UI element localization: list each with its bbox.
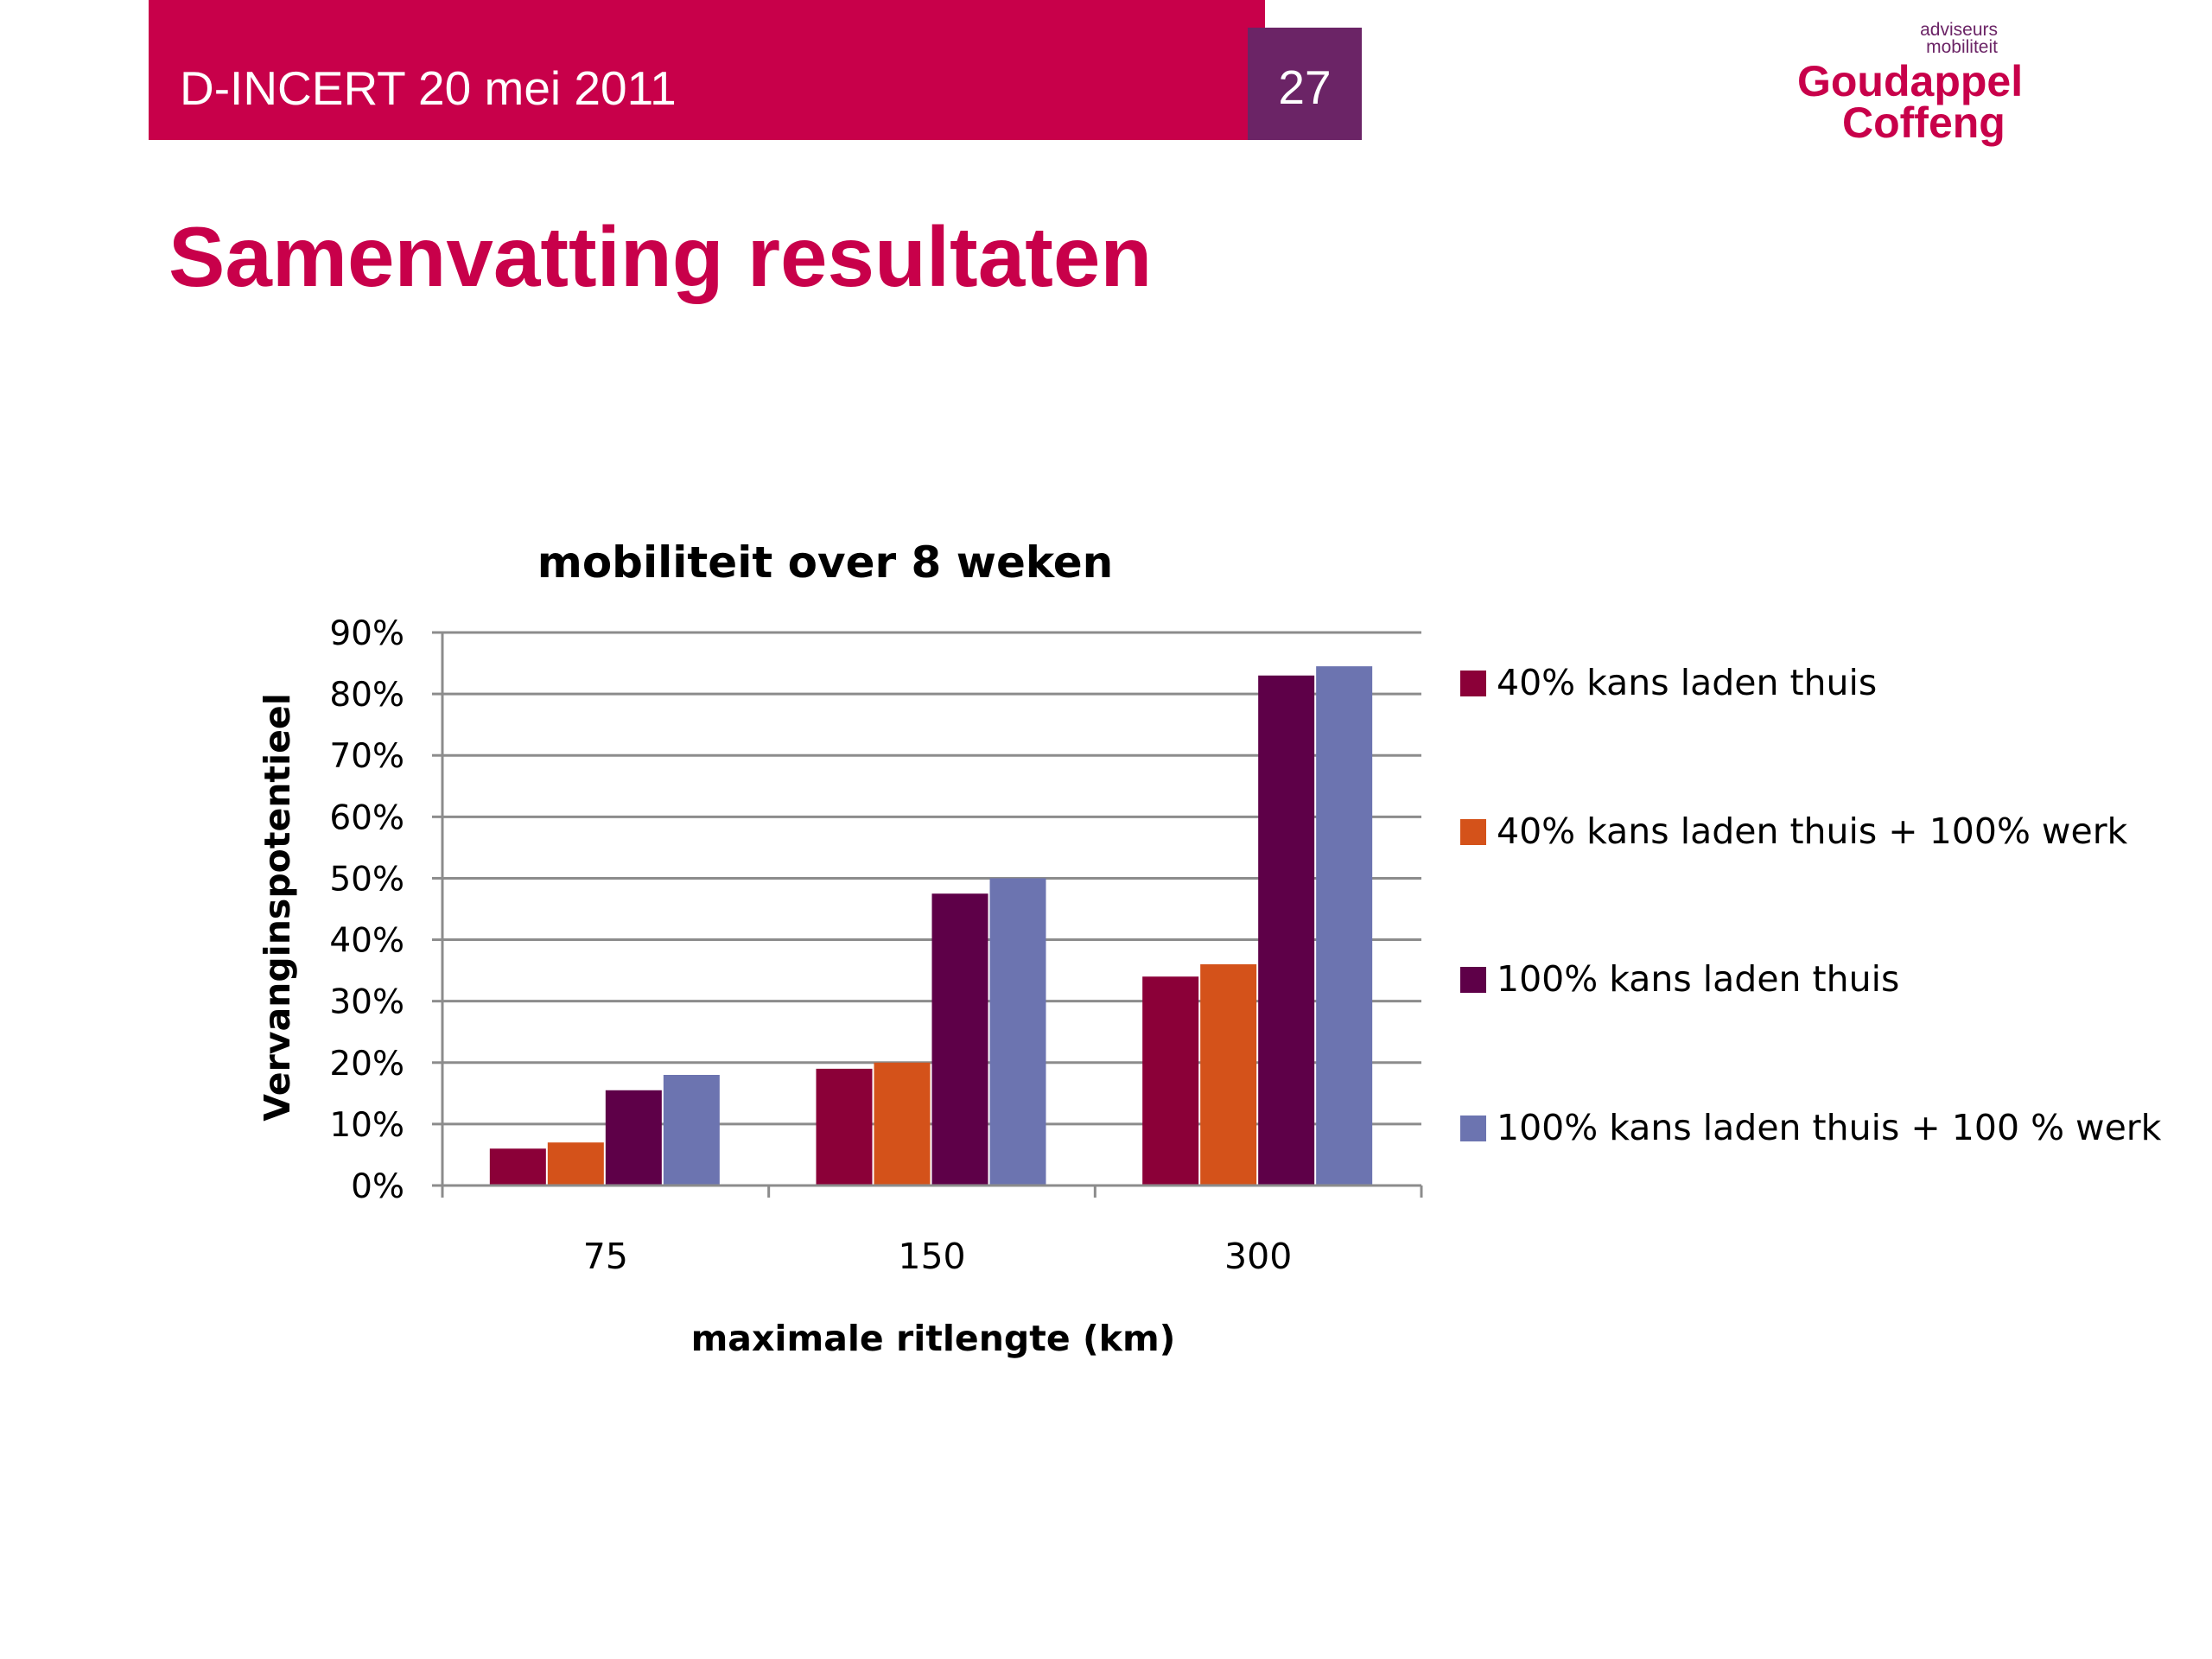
y-tick-label: 0% [351,1167,404,1206]
y-tick-label: 90% [329,614,404,653]
x-tick-label: 300 [1224,1236,1292,1277]
chart-bars [489,666,1373,1185]
legend-swatch-3 [1460,967,1486,993]
bar-300-series-4 [1316,666,1373,1185]
x-tick-label: 75 [583,1236,628,1277]
logo-word-2: Coffeng [1842,99,2005,147]
y-axis-label: Vervanginspotentieel [257,693,298,1122]
page-number: 27 [1278,60,1332,114]
bar-75-series-4 [663,1075,720,1185]
legend-swatch-1 [1460,671,1486,696]
x-axis-label: maximale ritlengte (km) [691,1318,1176,1359]
legend-swatch-2 [1460,819,1486,845]
y-tick-label: 70% [329,737,404,776]
page-number-box: 27 [1248,28,1362,140]
y-tick-label: 60% [329,798,404,837]
legend-label-2: 40% kans laden thuis + 100% werk [1497,810,2128,852]
y-tick-label: 10% [329,1106,404,1145]
chart-legend: 40% kans laden thuis 40% kans laden thuis… [1460,662,2162,1148]
legend-swatch-4 [1460,1116,1486,1141]
company-logo: adviseurs mobiliteit Goudappel Coffeng [1797,17,2039,156]
bar-75-series-3 [605,1090,662,1185]
legend-label-1: 40% kans laden thuis [1497,662,1877,703]
y-axis-ticks: 0% 10% 20% 30% 40% 50% 60% 70% 80% 90% [329,614,442,1206]
y-tick-label: 80% [329,676,404,715]
y-tick-label: 40% [329,922,404,961]
legend-label-4: 100% kans laden thuis + 100 % werk [1497,1107,2162,1148]
bar-75-series-2 [547,1142,604,1185]
slide-title: Samenvatting resultaten [168,209,1153,304]
x-tick-label: 150 [898,1236,965,1277]
y-tick-label: 30% [329,983,404,1022]
bar-75-series-1 [489,1148,546,1185]
bar-300-series-2 [1200,964,1257,1185]
logo-word-1: Goudappel [1797,57,2024,105]
bar-300-series-3 [1258,675,1315,1185]
bar-150-series-3 [931,893,988,1185]
bar-150-series-1 [816,1068,873,1185]
legend-label-3: 100% kans laden thuis [1497,958,1899,1000]
header-bar [149,0,1265,140]
bar-300-series-1 [1142,976,1199,1185]
bar-150-series-4 [989,878,1046,1185]
chart-title: mobiliteit over 8 weken [537,537,1114,588]
x-axis-ticks: 75 150 300 [441,1185,1423,1277]
logo-subtitle-2: mobiliteit [1926,37,1998,57]
header-event-title: D-INCERT 20 mei 2011 [180,61,677,115]
y-tick-label: 20% [329,1045,404,1084]
logo-subtitle-1: adviseurs [1920,20,1998,40]
bar-150-series-2 [874,1062,931,1185]
chart-axes [441,632,1421,1187]
y-tick-label: 50% [329,860,404,899]
